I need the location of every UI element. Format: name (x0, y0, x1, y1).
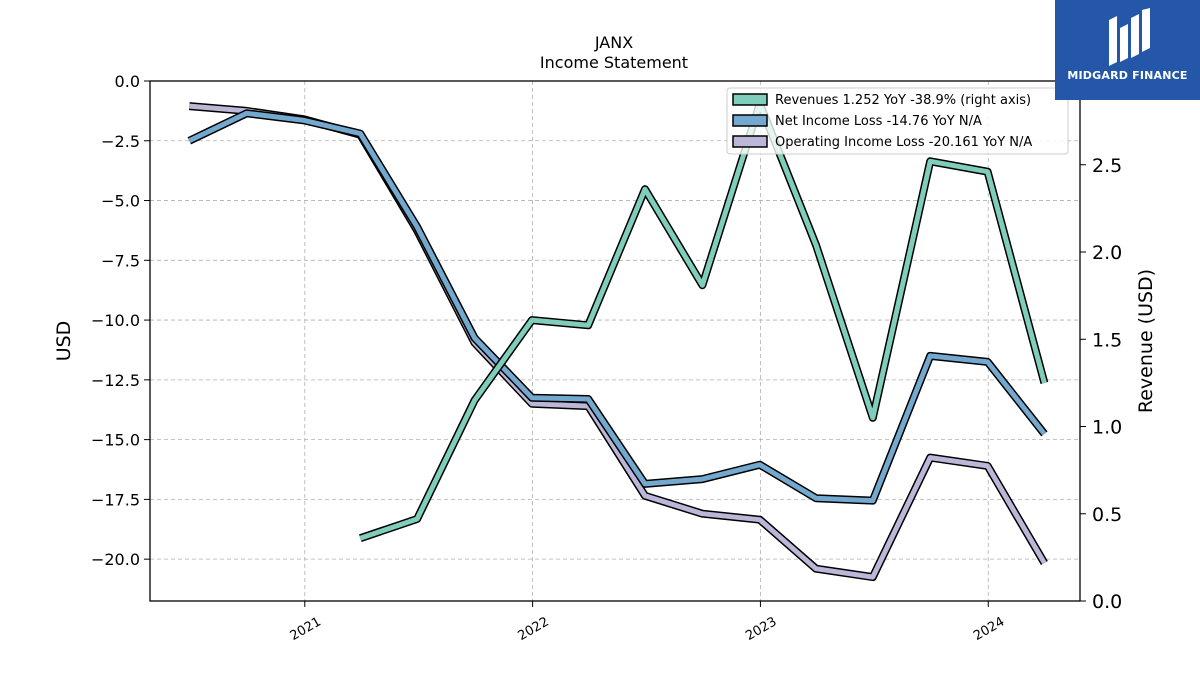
left-tick-label: −5.0 (101, 192, 140, 211)
legend-label-operating-income: Operating Income Loss -20.161 YoY N/A (775, 135, 1032, 150)
chart-title: JANX (594, 33, 633, 52)
left-tick-label: −10.0 (91, 311, 140, 330)
right-tick-label: 1.0 (1092, 417, 1122, 439)
legend-swatch-net-income (732, 114, 768, 127)
legend-label-net-income: Net Income Loss -14.76 YoY N/A (775, 114, 982, 129)
plot-frame (149, 80, 1081, 602)
series-line-operating-income-loss (189, 103, 1047, 580)
legend-label-revenues: Revenues 1.252 YoY -38.9% (right axis) (775, 93, 1031, 108)
left-tick-label: 0.0 (115, 72, 140, 91)
series-line-net-income-loss (188, 110, 1047, 504)
legend-swatch-revenues (732, 93, 768, 106)
series-layer (187, 99, 1049, 582)
right-tick-label: 2.0 (1092, 242, 1122, 264)
midgard-logo-icon (1109, 8, 1150, 66)
x-tick-label: 2022 (515, 614, 551, 644)
left-tick-label: −20.0 (91, 550, 140, 569)
grid-lines (150, 80, 1080, 601)
legend-swatch-operating-income (732, 135, 768, 148)
left-tick-label: −15.0 (91, 431, 140, 450)
right-tick-label: 2.5 (1092, 155, 1122, 177)
x-tick-label: 2021 (288, 614, 324, 644)
left-axis-label: USD (53, 321, 75, 362)
left-tick-label: −12.5 (91, 371, 140, 390)
x-tick-label: 2023 (743, 614, 779, 644)
legend: Revenues 1.252 YoY -38.9% (right axis) N… (726, 87, 1069, 155)
left-tick-label: −2.5 (101, 132, 140, 151)
right-axis-label: Revenue (USD) (1135, 269, 1157, 413)
midgard-finance-logo: MIDGARD FINANCE (1055, 0, 1200, 100)
left-tick-label: −7.5 (101, 251, 140, 270)
right-tick-label: 0.0 (1092, 591, 1122, 613)
legend-box (726, 87, 1069, 155)
right-tick-label: 1.5 (1092, 329, 1122, 351)
series-outline-operating-income-loss (188, 102, 1048, 582)
logo-text: MIDGARD FINANCE (1067, 69, 1188, 82)
right-tick-label: 0.5 (1092, 504, 1122, 526)
chart-subtitle: Income Statement (540, 53, 688, 72)
x-tick-label: 2024 (971, 614, 1007, 644)
left-tick-label: −17.5 (91, 490, 140, 509)
